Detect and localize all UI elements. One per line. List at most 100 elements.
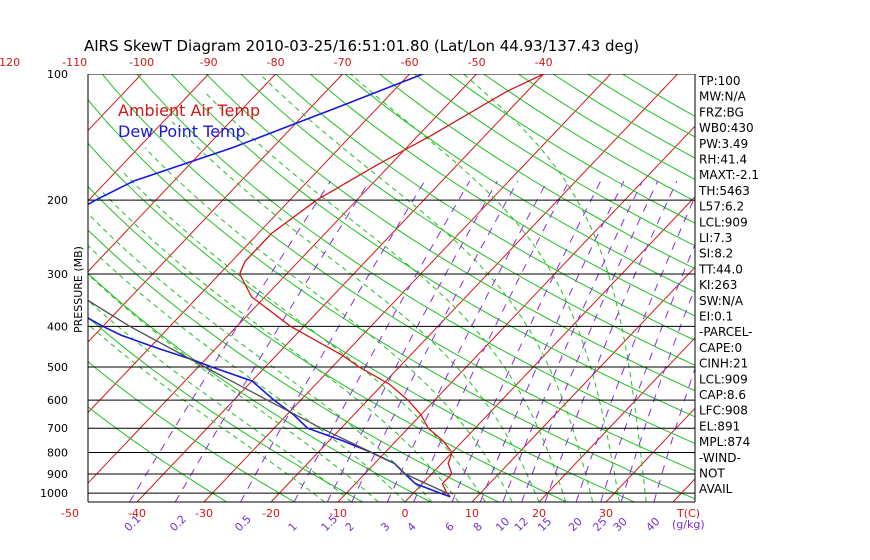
ambient-temp-line — [238, 74, 544, 498]
mixing-ratio-line — [521, 180, 659, 502]
axis-ticks: 1002003004005006007008009001000-120-110-… — [0, 56, 705, 534]
dry-adiabat-line — [88, 185, 567, 502]
stability-index-item: NOT — [699, 467, 725, 481]
mixing-ratio-lines — [129, 180, 695, 502]
moist-adiabats — [88, 74, 647, 502]
stability-index-item: LFC:908 — [699, 404, 748, 418]
top-temperature-tick-label: -80 — [267, 56, 285, 69]
isotherm-line — [88, 74, 209, 202]
mixing-ratio-line — [326, 180, 498, 502]
dry-adiabat-line — [518, 74, 695, 180]
dry-adiabat-line — [88, 361, 296, 502]
stability-index-item: LCL:909 — [699, 372, 748, 386]
isotherms — [0, 74, 695, 502]
stability-index-item: AVAIL — [699, 482, 733, 496]
mixing-ratio-line — [502, 180, 643, 502]
stability-index-item: RH:41.4 — [699, 153, 747, 167]
mixing-ratio-line — [386, 180, 548, 502]
plot-area — [0, 74, 695, 502]
mixing-ratio-tick-label: 20 — [566, 515, 585, 534]
moist-adiabat-line — [88, 212, 433, 502]
isotherm-line — [0, 74, 75, 502]
pressure-tick-label: 400 — [47, 320, 68, 333]
stability-index-item: TT:44.0 — [698, 262, 743, 276]
mixing-ratio-tick-label: 8 — [471, 520, 485, 534]
mixing-ratio-tick-label: 6 — [443, 520, 457, 534]
moist-adiabat-line — [121, 170, 486, 502]
dry-adiabat-line — [309, 74, 695, 317]
bottom-temperature-tick-label: 0 — [402, 507, 409, 520]
moist-adiabat-line — [171, 121, 540, 502]
isotherm-line — [538, 337, 695, 502]
stability-index-item: PW:3.49 — [699, 137, 748, 151]
dry-adiabat-line — [88, 229, 499, 502]
dry-adiabat-line — [88, 142, 635, 502]
mixing-ratio-tick-label: 40 — [643, 515, 662, 534]
chart-title: AIRS SkewT Diagram 2010-03-25/16:51:01.8… — [84, 37, 639, 55]
temperature-unit-label: T(C) — [676, 507, 700, 520]
moist-adiabat-line — [350, 74, 620, 502]
isotherm-line — [270, 74, 678, 502]
top-temperature-tick-label: -100 — [129, 56, 154, 69]
pressure-tick-label: 500 — [47, 361, 68, 374]
mixing-ratio-line — [351, 180, 519, 502]
bottom-temperature-tick-label: 10 — [465, 507, 479, 520]
mixing-ratio-line — [174, 180, 370, 502]
moist-adiabat-line — [88, 245, 406, 502]
moist-adiabat-line — [463, 74, 647, 502]
moist-adiabat-line — [88, 273, 379, 502]
mixing-ratio-line — [479, 180, 625, 502]
mixing-ratio-line — [129, 180, 332, 502]
dry-adiabat-line — [171, 74, 695, 418]
stability-index-item: EI:0.1 — [699, 310, 733, 324]
mixing-ratio-tick-label: 30 — [611, 515, 630, 534]
mixing-ratio-line — [451, 180, 602, 502]
dry-adiabat-line — [88, 406, 228, 502]
dry-adiabat-line — [344, 74, 695, 293]
stability-index-item: LCL:909 — [699, 215, 748, 229]
pressure-tick-label: 300 — [47, 268, 68, 281]
pressure-tick-label: 200 — [47, 194, 68, 207]
mixing-ratio-tick-label: 12 — [512, 515, 531, 534]
dry-adiabat-line — [88, 272, 431, 502]
mixing-ratio-tick-label: 2 — [343, 520, 357, 534]
top-temperature-tick-label: -90 — [200, 56, 218, 69]
pressure-tick-label: 700 — [47, 422, 68, 435]
dry-adiabat-line — [88, 99, 695, 500]
mixing-ratio-line — [240, 180, 426, 502]
dry-adiabat-line — [101, 74, 695, 472]
dry-adiabat-line — [240, 74, 695, 366]
stability-index-item: SW:N/A — [699, 294, 744, 308]
mixing-ratio-line — [544, 180, 678, 502]
mixing-ratio-unit-label: (g/kg) — [672, 518, 705, 531]
dry-adiabat-line — [205, 74, 695, 392]
isotherm-line — [136, 74, 544, 502]
stability-index-item: FRZ:BG — [699, 105, 744, 119]
isotherm-line — [0, 74, 8, 502]
y-axis-label: PRESSURE (MB) — [72, 246, 85, 333]
stability-index-item: MPL:874 — [699, 435, 750, 449]
mixing-ratio-line — [413, 180, 570, 502]
dry-adiabat-line — [275, 74, 695, 341]
stability-index-item: MW:N/A — [699, 90, 747, 104]
stability-index-item: EL:891 — [699, 419, 740, 433]
mixing-ratio-line — [575, 195, 695, 502]
stability-index-item: KI:263 — [699, 278, 737, 292]
mixing-ratio-tick-label: 4 — [405, 520, 419, 534]
mixing-ratio-line — [293, 180, 471, 502]
moist-adiabat-line — [88, 323, 325, 502]
isotherm-line — [88, 74, 276, 273]
legend-ambient-air-temp: Ambient Air Temp — [118, 101, 260, 120]
mixing-ratio-tick-label: 3 — [378, 520, 392, 534]
top-temperature-tick-label: -110 — [62, 56, 87, 69]
bottom-temperature-tick-label: -20 — [262, 507, 280, 520]
bottom-temperature-tick-label: -50 — [61, 507, 79, 520]
stability-index-item: TH:5463 — [698, 184, 750, 198]
isotherm-line — [88, 74, 410, 414]
top-temperature-tick-label: -50 — [468, 56, 486, 69]
stability-index-item: TP:100 — [698, 74, 741, 88]
stability-index-item: SI:8.2 — [699, 247, 733, 261]
dry-adiabat-line — [136, 74, 695, 444]
moist-adiabat-line — [88, 299, 352, 502]
